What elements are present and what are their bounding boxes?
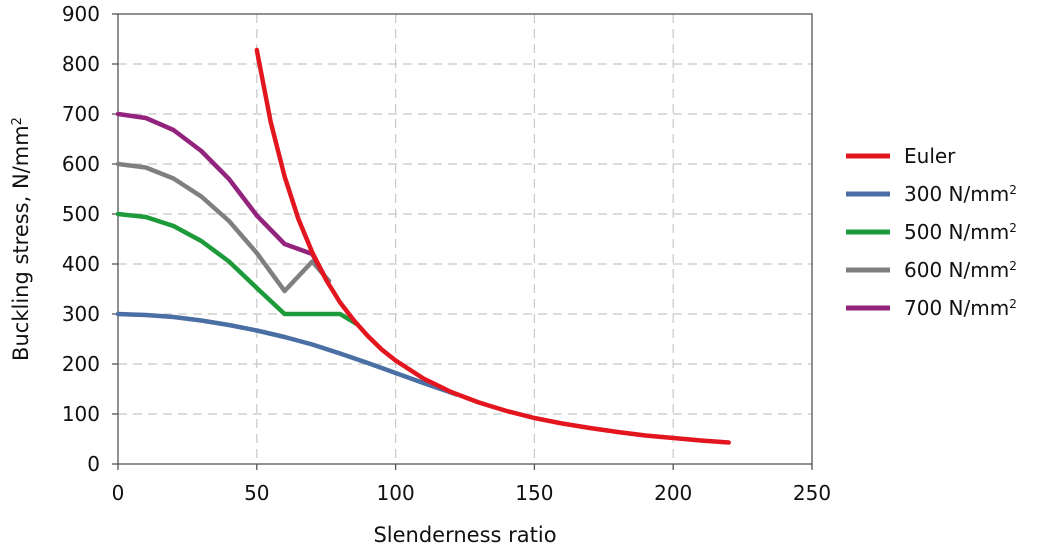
series-line-1 — [115, 311, 459, 397]
x-tick-label: 200 — [654, 481, 692, 505]
series-line-4 — [115, 111, 326, 277]
x-tick-label: 100 — [377, 481, 415, 505]
series-line-3 — [115, 161, 332, 294]
y-tick-label: 100 — [62, 402, 100, 426]
x-tick-label: 50 — [244, 481, 269, 505]
y-axis-title: Buckling stress, N/mm2 — [9, 117, 33, 361]
legend-label: 600 N/mm2 — [904, 258, 1017, 282]
x-tick-label: 250 — [793, 481, 831, 505]
y-tick-label: 400 — [62, 252, 100, 276]
plot-frame — [117, 13, 813, 465]
legend-label: 500 N/mm2 — [904, 220, 1017, 244]
y-tick-label: 900 — [62, 2, 100, 26]
series-line-2 — [115, 211, 359, 327]
x-tick-label: 0 — [112, 481, 125, 505]
y-tick-label: 600 — [62, 152, 100, 176]
y-tick-label: 700 — [62, 102, 100, 126]
y-axis-title-text: Buckling stress, N/mm — [9, 125, 33, 361]
series-line-0 — [254, 47, 731, 445]
x-tick-label: 150 — [515, 481, 553, 505]
y-tick-label: 800 — [62, 52, 100, 76]
legend-label: 300 N/mm2 — [904, 182, 1017, 206]
legend-label: 700 N/mm2 — [904, 296, 1017, 320]
grid — [118, 14, 812, 464]
axes: 0 100 200 300 400 500 600 700 800 900 0 50 100 150 200… — [62, 2, 831, 505]
y-tick-label: 500 — [62, 202, 100, 226]
series-lines — [115, 47, 731, 445]
legend-label: Euler — [904, 144, 956, 168]
y-tick-label: 200 — [62, 352, 100, 376]
x-axis-title: Slenderness ratio — [373, 523, 556, 547]
y-axis-title-superscript: 2 — [10, 117, 25, 125]
y-tick-label: 300 — [62, 302, 100, 326]
legend: Euler 300 N/mm2 500 N/mm2 600 N/mm2 700 N/mm… — [846, 144, 1017, 320]
y-tick-label: 0 — [87, 452, 100, 476]
